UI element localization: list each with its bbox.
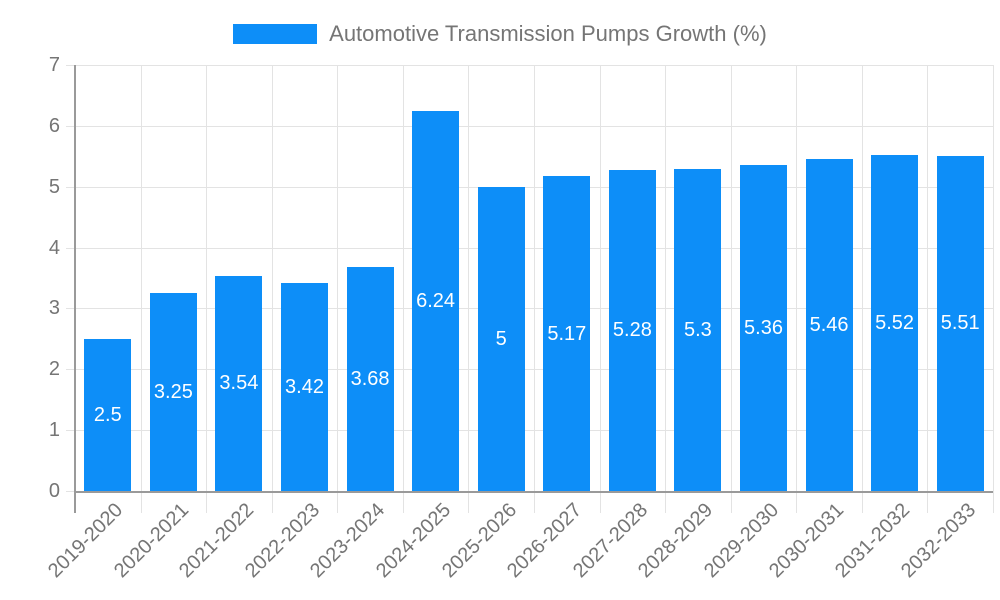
bar-2022-2023[interactable] bbox=[281, 282, 328, 491]
x-gridline-3 bbox=[272, 65, 273, 513]
y-axis-line bbox=[74, 65, 76, 513]
y-tick-label-2: 2 bbox=[48, 358, 60, 380]
y-tick-mark-7 bbox=[66, 65, 75, 66]
x-axis-line bbox=[74, 491, 993, 493]
y-tick-label-0: 0 bbox=[48, 480, 60, 502]
bar-2030-2031[interactable] bbox=[805, 158, 853, 491]
x-gridline-1 bbox=[141, 65, 142, 513]
y-tick-mark-6 bbox=[66, 126, 75, 127]
y-tick-mark-2 bbox=[66, 369, 75, 370]
x-gridline-6 bbox=[468, 65, 469, 513]
y-tick-mark-3 bbox=[66, 308, 75, 309]
bar-2025-2026[interactable] bbox=[477, 186, 525, 491]
y-tick-mark-0 bbox=[66, 491, 75, 492]
x-gridline-8 bbox=[600, 65, 601, 513]
y-tick-label-1: 1 bbox=[48, 419, 60, 441]
x-gridline-9 bbox=[665, 65, 666, 513]
y-tick-label-4: 4 bbox=[48, 237, 60, 259]
bar-2031-2032[interactable] bbox=[871, 155, 919, 491]
bar-2026-2027[interactable] bbox=[543, 176, 591, 491]
x-gridline-4 bbox=[337, 65, 338, 513]
x-gridline-11 bbox=[796, 65, 797, 513]
x-gridline-12 bbox=[862, 65, 863, 513]
legend-label: Automotive Transmission Pumps Growth (%) bbox=[329, 21, 767, 46]
bar-2027-2028[interactable] bbox=[608, 169, 656, 491]
y-tick-mark-1 bbox=[66, 430, 75, 431]
bar-2023-2024[interactable] bbox=[346, 267, 394, 491]
legend-item[interactable]: Automotive Transmission Pumps Growth (%) bbox=[0, 21, 1000, 46]
x-gridline-2 bbox=[206, 65, 207, 513]
y-tick-label-3: 3 bbox=[48, 297, 60, 319]
x-gridline-14 bbox=[993, 65, 994, 513]
bar-2021-2022[interactable] bbox=[215, 275, 263, 491]
x-gridline-10 bbox=[731, 65, 732, 513]
bar-2019-2020[interactable] bbox=[84, 338, 132, 491]
y-tick-label-7: 7 bbox=[48, 54, 60, 76]
legend-swatch bbox=[233, 24, 318, 44]
y-tick-mark-5 bbox=[66, 187, 75, 188]
y-tick-label-5: 5 bbox=[48, 176, 60, 198]
x-gridline-7 bbox=[534, 65, 535, 513]
x-gridline-5 bbox=[403, 65, 404, 513]
bar-2020-2021[interactable] bbox=[149, 293, 197, 491]
bar-2028-2029[interactable] bbox=[674, 168, 722, 491]
x-gridline-13 bbox=[927, 65, 928, 513]
bar-2032-2033[interactable] bbox=[936, 155, 984, 491]
y-tick-label-6: 6 bbox=[48, 115, 60, 137]
bar-2024-2025[interactable] bbox=[412, 111, 460, 491]
y-tick-mark-4 bbox=[66, 248, 75, 249]
bar-2029-2030[interactable] bbox=[740, 164, 787, 491]
